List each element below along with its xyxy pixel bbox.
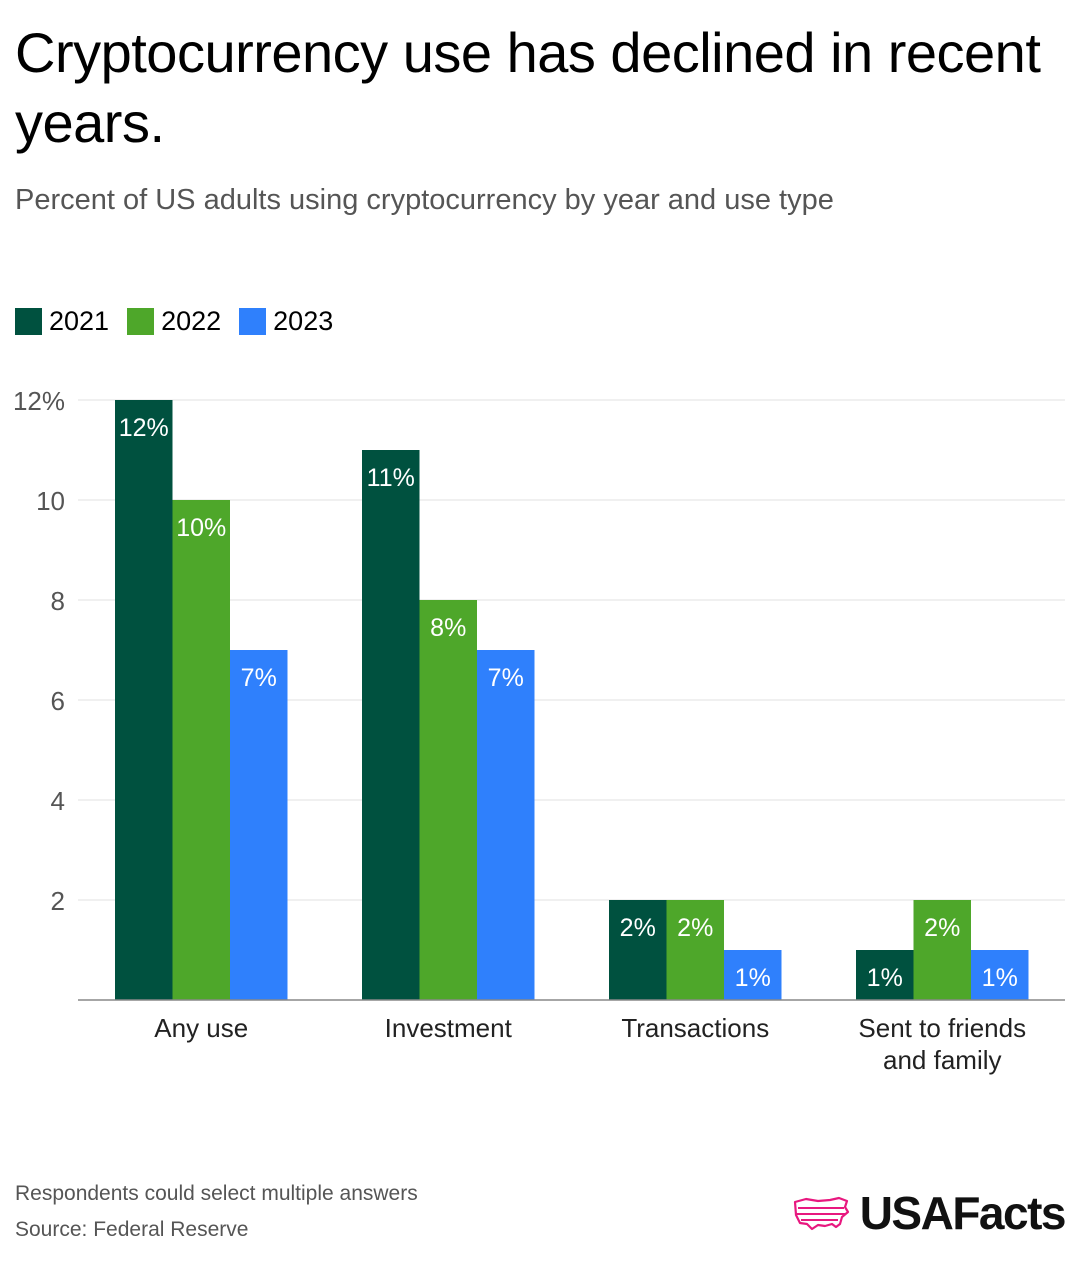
legend-swatch-2022 — [127, 308, 155, 335]
x-tick-label: Any use — [154, 1013, 248, 1043]
chart-title: Cryptocurrency use has declined in recen… — [15, 21, 1041, 154]
data-label: 7% — [488, 664, 524, 692]
data-label: 2% — [620, 914, 656, 942]
legend-item-2023: 2023 — [239, 306, 333, 337]
y-tick-label: 10 — [36, 486, 65, 516]
source-note: Source: Federal Reserve — [15, 1218, 249, 1241]
bar — [913, 900, 971, 1000]
data-label: 1% — [735, 964, 771, 992]
bar — [724, 950, 782, 1000]
bar — [477, 650, 535, 1000]
y-tick-label: 12% — [13, 386, 65, 416]
y-tick-label: 8 — [51, 586, 65, 616]
y-tick-label: 6 — [51, 686, 65, 716]
data-label: 1% — [982, 964, 1018, 992]
brand-logo: USAFacts — [792, 1186, 1067, 1240]
bar — [666, 900, 724, 1000]
y-tick-label: 2 — [51, 886, 65, 916]
data-label: 1% — [867, 964, 903, 992]
data-label: 2% — [924, 914, 960, 942]
brand-name: USAFacts — [859, 1187, 1067, 1239]
legend-label-2021: 2021 — [49, 306, 110, 336]
bar — [115, 400, 173, 1000]
footnote: Respondents could select multiple answer… — [15, 1182, 418, 1205]
data-label: 7% — [241, 664, 277, 692]
x-tick-label: and family — [883, 1045, 1002, 1075]
bar — [362, 450, 420, 1000]
y-tick-label: 4 — [51, 786, 65, 816]
bar-chart: 2 4 6 8 10 12% 12% 10% 7% Any use 11% 8% 7% Investmen… — [13, 386, 1065, 1075]
legend-label-2022: 2022 — [161, 306, 222, 336]
legend-label-2023: 2023 — [273, 306, 334, 336]
bar — [856, 950, 914, 1000]
x-tick-label: Sent to friends — [858, 1013, 1026, 1043]
legend: 2021 2022 2023 — [15, 306, 333, 337]
legend-swatch-2023 — [239, 308, 267, 335]
chart-subtitle: Percent of US adults using cryptocurrenc… — [15, 184, 834, 216]
legend-item-2021: 2021 — [15, 306, 109, 337]
bar — [971, 950, 1029, 1000]
legend-item-2022: 2022 — [127, 306, 221, 337]
bar — [609, 900, 667, 1000]
x-tick-label: Transactions — [621, 1013, 769, 1043]
data-label: 8% — [430, 614, 466, 642]
data-label: 2% — [677, 914, 713, 942]
x-tick-label: Investment — [385, 1013, 513, 1043]
data-label: 11% — [367, 464, 415, 492]
data-label: 10% — [176, 514, 226, 542]
data-label: 12% — [119, 414, 169, 442]
legend-swatch-2021 — [15, 308, 42, 335]
bar — [230, 650, 288, 1000]
bar — [172, 500, 230, 1000]
usa-map-icon — [793, 1196, 849, 1231]
bar — [419, 600, 477, 1000]
